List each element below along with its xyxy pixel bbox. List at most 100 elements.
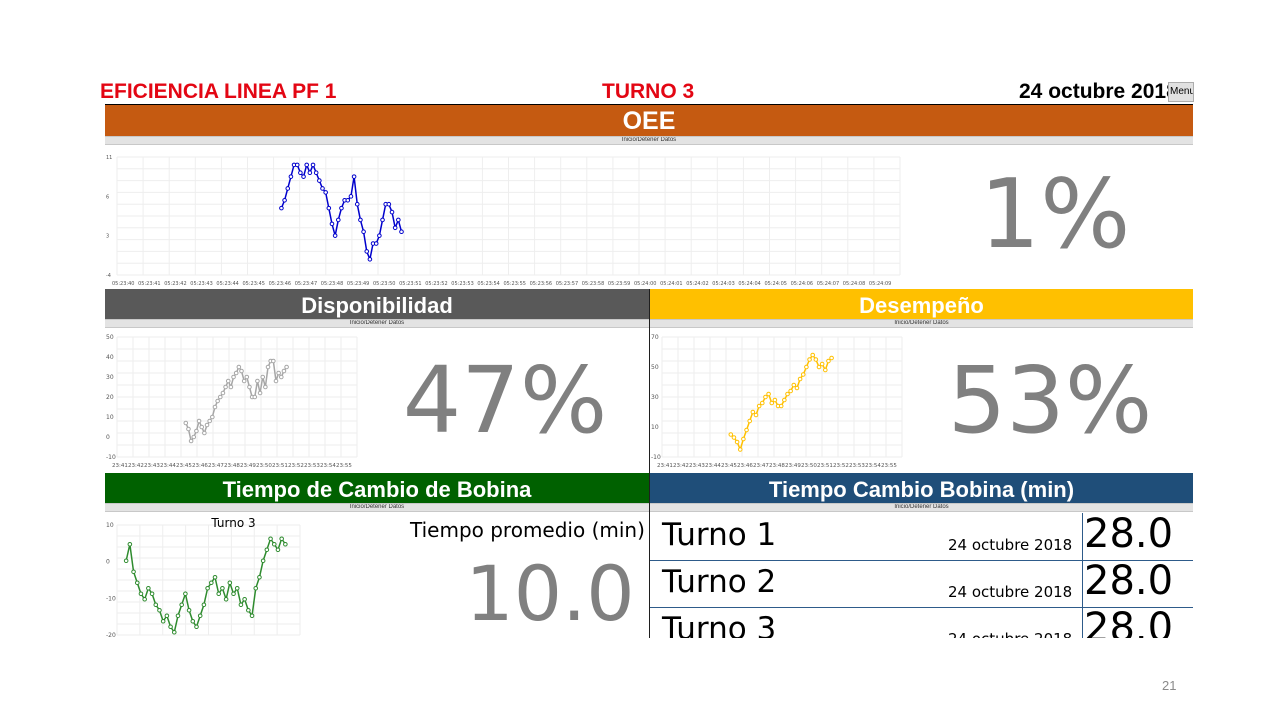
x-tick-label: 05:23:41: [138, 281, 160, 287]
data-point: [131, 569, 136, 575]
data-point: [239, 368, 244, 374]
data-point: [807, 357, 812, 362]
oee-toggle-button[interactable]: Inicio/Detener Datos: [105, 136, 1193, 145]
x-tick-label: 23:44: [705, 463, 721, 469]
data-point: [744, 427, 749, 433]
x-tick-label: 05:23:59: [608, 281, 630, 287]
data-point: [264, 547, 270, 553]
turno-value: 28.0: [1084, 513, 1174, 557]
data-point: [826, 358, 831, 364]
data-point: [242, 596, 247, 602]
data-point: [304, 162, 310, 168]
performance-toggle-button[interactable]: Inicio/Detener Datos: [650, 319, 1193, 328]
y-tick-label: 3: [106, 234, 109, 240]
x-tick-label: 05:23:48: [321, 281, 343, 287]
x-tick-label: 05:23:56: [530, 281, 552, 287]
data-point: [183, 591, 188, 597]
x-tick-label: 05:23:49: [347, 281, 369, 287]
y-tick-label: 10: [651, 424, 659, 431]
x-tick-label: 23:41: [657, 463, 673, 469]
series-line: [125, 537, 286, 635]
data-point: [819, 361, 825, 367]
data-point: [179, 602, 184, 608]
data-point: [190, 618, 196, 624]
performance-value: 53%: [947, 347, 1153, 454]
data-point: [202, 430, 207, 436]
data-point: [212, 404, 218, 410]
performance-title: Desempeño: [859, 293, 984, 318]
availability-toggle-button[interactable]: Inicio/Detener Datos: [105, 319, 649, 328]
data-point: [361, 229, 366, 235]
data-point: [788, 388, 793, 394]
data-point: [283, 541, 288, 547]
data-point: [823, 367, 828, 373]
chart-title: Turno 3: [210, 516, 255, 530]
y-tick-label: 0: [106, 434, 110, 441]
data-point: [326, 205, 332, 211]
x-tick-label: 05:24:05: [765, 281, 787, 287]
data-point: [358, 217, 363, 223]
performance-header: Desempeño: [650, 289, 1193, 319]
data-point: [778, 403, 784, 409]
data-point: [212, 574, 218, 580]
x-tick-label: 05:23:53: [451, 281, 473, 287]
data-point: [171, 629, 177, 635]
data-point: [220, 585, 225, 591]
data-point: [772, 397, 778, 403]
data-point: [800, 372, 806, 377]
data-point: [329, 221, 335, 227]
data-point: [294, 162, 300, 168]
data-point: [791, 382, 797, 388]
data-point: [231, 374, 236, 380]
data-point: [284, 364, 289, 370]
turno-value: 28.0: [1084, 558, 1174, 604]
availability-title: Disponibilidad: [301, 293, 453, 318]
x-tick-label: 05:23:44: [216, 281, 238, 287]
menu-button[interactable]: Menu: [1168, 82, 1194, 102]
x-tick-label: 05:23:42: [164, 281, 186, 287]
data-point: [816, 364, 822, 370]
data-point: [281, 368, 287, 374]
data-point: [188, 438, 194, 444]
turno-date: 24 octubre 2018: [948, 583, 1073, 601]
data-point: [763, 394, 768, 400]
data-point: [323, 190, 328, 195]
x-tick-label: 23:49: [785, 463, 801, 469]
data-point: [138, 591, 144, 597]
y-tick-label: 10: [106, 414, 114, 421]
x-tick-label: 23:55: [336, 463, 352, 469]
data-point: [194, 428, 199, 434]
data-point: [196, 418, 202, 424]
x-tick-label: 23:51: [817, 463, 833, 469]
data-point: [241, 378, 247, 384]
data-point: [339, 205, 344, 211]
data-point: [257, 574, 262, 580]
x-tick-label: 23:50: [256, 463, 272, 469]
x-tick-label: 05:24:04: [738, 281, 760, 287]
x-tick-label: 23:41: [112, 463, 128, 469]
data-point: [785, 391, 790, 397]
header-date: 24 octubre 2018: [1019, 80, 1168, 103]
data-point: [310, 162, 316, 168]
x-tick-label: 23:48: [224, 463, 240, 469]
data-point: [271, 541, 277, 547]
data-point: [227, 580, 233, 586]
data-point: [201, 602, 207, 608]
oee-header: OEE: [105, 105, 1193, 136]
coil-change-toggle-button[interactable]: Inicio/Detener Datos: [105, 503, 649, 512]
data-point: [769, 400, 775, 406]
data-point: [275, 547, 281, 553]
data-point: [209, 580, 214, 586]
data-point: [268, 536, 273, 542]
coil-table-title: Tiempo Cambio Bobina (min): [768, 477, 1075, 502]
data-point: [273, 378, 279, 384]
coil-table-header: Tiempo Cambio Bobina (min): [650, 473, 1193, 503]
coil-table-toggle-button[interactable]: Inicio/Detener Datos: [650, 503, 1193, 512]
data-point: [377, 233, 382, 238]
turno-date: 24 octubre 2018: [948, 536, 1073, 554]
x-tick-label: 05:24:08: [843, 281, 865, 287]
x-tick-label: 23:54: [320, 463, 336, 469]
data-point: [753, 412, 759, 418]
data-point: [253, 585, 259, 591]
